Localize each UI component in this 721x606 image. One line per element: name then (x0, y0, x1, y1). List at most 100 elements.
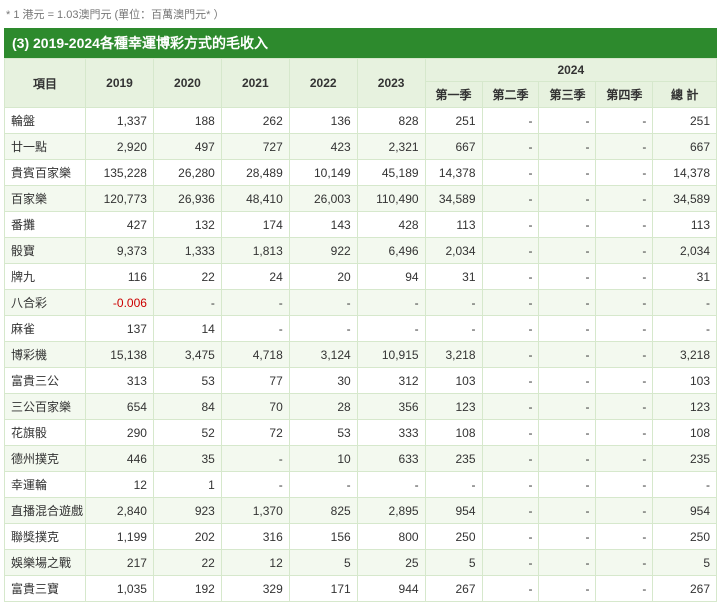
cell-year: 12 (221, 550, 289, 576)
cell-year: 633 (357, 446, 425, 472)
cell-year: 944 (357, 576, 425, 602)
row-name: 聯獎撲克 (5, 524, 86, 550)
table-row: 番攤427132174143428113---113 (5, 212, 717, 238)
cell-year: 12 (86, 472, 154, 498)
cell-year: - (221, 472, 289, 498)
cell-year: 3,124 (289, 342, 357, 368)
cell-year: 217 (86, 550, 154, 576)
cell-quarter: - (539, 394, 596, 420)
cell-year: 316 (221, 524, 289, 550)
cell-year: 428 (357, 212, 425, 238)
cell-year: - (221, 446, 289, 472)
cell-year: 120,773 (86, 186, 154, 212)
table-header: 項目 2019 2020 2021 2022 2023 2024 第一季 第二季… (5, 59, 717, 108)
cell-quarter: 108 (653, 420, 717, 446)
cell-year: 262 (221, 108, 289, 134)
table-row: 三公百家樂654847028356123---123 (5, 394, 717, 420)
cell-quarter: - (596, 316, 653, 342)
cell-quarter: - (482, 524, 539, 550)
cell-quarter: 5 (653, 550, 717, 576)
cell-quarter: - (596, 524, 653, 550)
cell-year: - (357, 290, 425, 316)
table-row: 娛樂場之戰21722125255---5 (5, 550, 717, 576)
col-total: 總 計 (653, 82, 717, 108)
section-title: (3) 2019-2024各種幸運博彩方式的毛收入 (4, 28, 717, 58)
cell-quarter: 250 (425, 524, 482, 550)
cell-year: 28 (289, 394, 357, 420)
col-q1: 第一季 (425, 82, 482, 108)
table-row: 直播混合遊戲2,8409231,3708252,895954---954 (5, 498, 717, 524)
cell-year: 116 (86, 264, 154, 290)
cell-year: 828 (357, 108, 425, 134)
cell-year: 192 (153, 576, 221, 602)
cell-year: 1,035 (86, 576, 154, 602)
cell-year: 356 (357, 394, 425, 420)
cell-quarter: - (596, 420, 653, 446)
cell-year: - (289, 290, 357, 316)
cell-year: 70 (221, 394, 289, 420)
cell-quarter: 34,589 (425, 186, 482, 212)
cell-year: 53 (153, 368, 221, 394)
cell-quarter: - (425, 316, 482, 342)
cell-quarter: - (596, 576, 653, 602)
unit-note: * 1 港元 = 1.03澳門元 (單位：百萬澳門元* ） (4, 4, 717, 28)
cell-year: 135,228 (86, 160, 154, 186)
cell-quarter: - (539, 576, 596, 602)
cell-year: 137 (86, 316, 154, 342)
cell-year: 15,138 (86, 342, 154, 368)
row-name: 富貴三寶 (5, 576, 86, 602)
row-name: 娛樂場之戰 (5, 550, 86, 576)
cell-year: 72 (221, 420, 289, 446)
cell-year: 45,189 (357, 160, 425, 186)
cell-year: 77 (221, 368, 289, 394)
col-2022: 2022 (289, 59, 357, 108)
table-row: 富貴三寶1,035192329171944267---267 (5, 576, 717, 602)
cell-year: 26,003 (289, 186, 357, 212)
cell-quarter: 251 (653, 108, 717, 134)
cell-quarter: - (539, 290, 596, 316)
cell-quarter: - (539, 368, 596, 394)
cell-quarter: - (482, 186, 539, 212)
row-name: 三公百家樂 (5, 394, 86, 420)
cell-quarter: - (653, 316, 717, 342)
cell-year: 1 (153, 472, 221, 498)
cell-quarter: 3,218 (425, 342, 482, 368)
cell-year: 2,840 (86, 498, 154, 524)
cell-quarter: - (653, 290, 717, 316)
row-name: 八合彩 (5, 290, 86, 316)
row-name: 輪盤 (5, 108, 86, 134)
col-2023: 2023 (357, 59, 425, 108)
table-row: 骰寶9,3731,3331,8139226,4962,034---2,034 (5, 238, 717, 264)
cell-quarter: - (596, 134, 653, 160)
cell-quarter: - (539, 472, 596, 498)
row-name: 牌九 (5, 264, 86, 290)
cell-quarter: - (482, 576, 539, 602)
cell-year: 290 (86, 420, 154, 446)
revenue-table: 項目 2019 2020 2021 2022 2023 2024 第一季 第二季… (4, 58, 717, 602)
cell-quarter: 5 (425, 550, 482, 576)
cell-year: - (221, 316, 289, 342)
cell-quarter: 235 (425, 446, 482, 472)
cell-quarter: 267 (425, 576, 482, 602)
cell-quarter: 123 (653, 394, 717, 420)
table-row: 廿一點2,9204977274232,321667---667 (5, 134, 717, 160)
cell-year: 28,489 (221, 160, 289, 186)
cell-quarter: 954 (653, 498, 717, 524)
cell-quarter: 108 (425, 420, 482, 446)
cell-year: 1,199 (86, 524, 154, 550)
table-row: 貴賓百家樂135,22826,28028,48910,14945,18914,3… (5, 160, 717, 186)
col-q3: 第三季 (539, 82, 596, 108)
table-row: 聯獎撲克1,199202316156800250---250 (5, 524, 717, 550)
cell-year: 3,475 (153, 342, 221, 368)
cell-quarter: 954 (425, 498, 482, 524)
cell-year: 143 (289, 212, 357, 238)
cell-year: 2,895 (357, 498, 425, 524)
row-name: 廿一點 (5, 134, 86, 160)
cell-year: 1,337 (86, 108, 154, 134)
cell-quarter: - (539, 446, 596, 472)
cell-quarter: - (482, 446, 539, 472)
col-2019: 2019 (86, 59, 154, 108)
cell-quarter: - (596, 394, 653, 420)
cell-quarter: - (539, 316, 596, 342)
table-row: 幸運輪121-------- (5, 472, 717, 498)
